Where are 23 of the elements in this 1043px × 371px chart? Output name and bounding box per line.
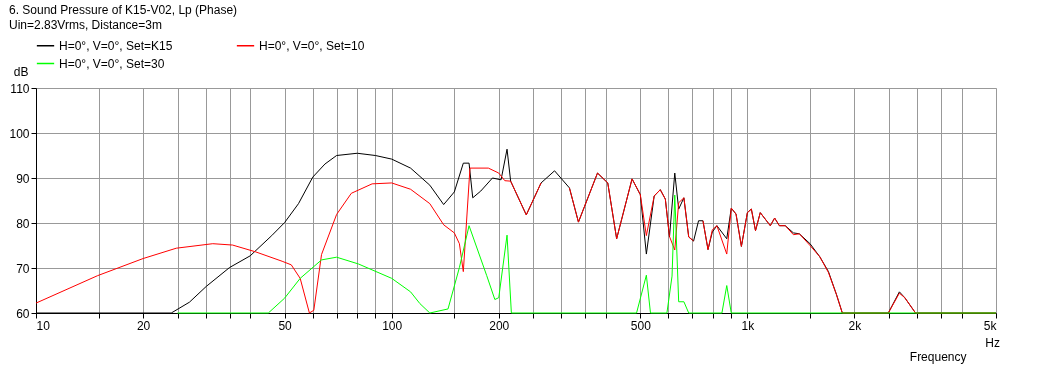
legend-label: H=0°, V=0°, Set=K15 [59,38,173,53]
x-tick-label: 5k [983,318,998,333]
legend-label: H=0°, V=0°, Set=30 [59,56,165,71]
x-tick-label: 10 [36,318,51,333]
y-tick-label: 70 [16,261,30,276]
chart-title: 6. Sound Pressure of K15-V02, Lp (Phase) [8,3,238,17]
x-tick-label: 1k [741,318,756,333]
y-axis-title: dB [13,64,29,79]
y-tick-label: 80 [16,216,30,231]
y-tick-label: 60 [16,306,30,321]
x-tick-label: 200 [489,318,510,333]
legend-label: H=0°, V=0°, Set=10 [259,38,365,53]
y-tick-label: 100 [9,126,30,141]
y-tick-label: 110 [10,81,30,96]
x-tick-label: 2k [848,318,863,333]
x-axis-title: Frequency [909,349,967,364]
x-tick-label: 100 [382,318,403,333]
x-tick-label: 500 [630,318,652,333]
y-tick-label: 90 [16,171,30,186]
chart-subtitle: Uin=2.83Vrms, Distance=3m [8,18,162,32]
text: Hz [985,336,1000,350]
x-tick-label: 50 [278,318,293,333]
x-tick-label: 20 [136,318,151,333]
